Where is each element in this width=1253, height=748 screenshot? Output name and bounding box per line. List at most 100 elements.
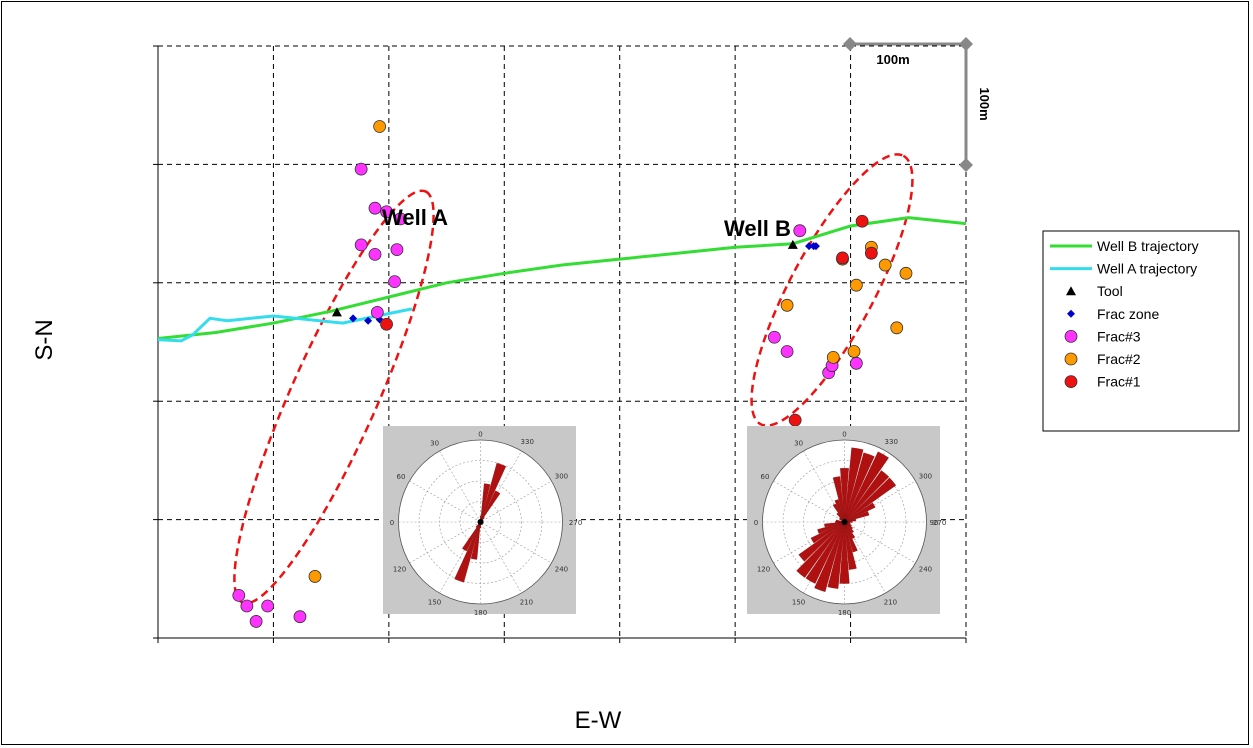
rose-petal: [835, 521, 845, 523]
legend-label: Tool: [1097, 283, 1123, 299]
rose-petal: [824, 521, 845, 528]
rose-angle-label: 270: [569, 519, 582, 527]
rose-angle-label: 60: [761, 473, 770, 481]
frac-1-point: [855, 214, 869, 228]
tool-marker: [331, 307, 342, 317]
rose-diagram-1: 0 30 330 60 300 0 270 120 240 150 180 210: [383, 426, 582, 617]
legend: Well B trajectory Well A trajectory Tool Fr…: [1042, 230, 1240, 432]
rose-ring: [459, 501, 502, 543]
rose-petal: [480, 483, 491, 523]
frac-3-point: [380, 205, 393, 219]
legend-swatch: [1064, 329, 1078, 343]
rose-petal: [844, 521, 858, 553]
rose-petal: [832, 503, 845, 523]
rose-petal: [470, 521, 481, 560]
rose-angle-label: 210: [520, 599, 533, 607]
frac-zone-marker: [805, 242, 814, 251]
rose-petal: [844, 447, 864, 523]
rose-angle-label: 300: [555, 472, 568, 480]
legend-label: Frac#2: [1097, 351, 1141, 367]
rose-center: [841, 519, 848, 525]
rose-petal: [834, 499, 845, 523]
legend-item-frac-2: Frac#2: [1064, 351, 1141, 367]
frac-1-point: [788, 413, 802, 427]
rose-petal: [840, 468, 849, 523]
legend-label: Well A trajectory: [1097, 261, 1197, 277]
frac-3-point: [249, 615, 263, 628]
frac-3-point: [354, 238, 368, 252]
rose-angle-label: 60: [397, 473, 406, 481]
rose-petal: [844, 521, 857, 570]
rose-angle-label: 0: [754, 519, 758, 527]
frac-2-point: [849, 278, 863, 292]
legend-swatch: [1064, 352, 1078, 366]
rose-petal: [805, 521, 845, 584]
legend-item-well-b-trajectory: Well B trajectory: [1050, 238, 1199, 254]
rose-angle-label: 150: [792, 599, 805, 607]
rose-petal: [844, 470, 890, 523]
frac-zone-marker: [349, 314, 358, 323]
rose-petal: [814, 521, 845, 592]
rose-diagram-2: 0 30 330 60 300 0 270 120 240 150 180 210 90: [747, 426, 946, 617]
frac-2-point: [308, 570, 322, 583]
frac-3-point: [368, 201, 382, 215]
rose-petal: [810, 521, 845, 544]
rose-angle-label: 300: [919, 472, 932, 480]
rose-petal: [817, 521, 845, 534]
frac-3-point: [780, 345, 794, 358]
rose-petal: [827, 521, 845, 589]
well-b-trajectory-line: [157, 216, 967, 340]
rose-angle-label: 0: [842, 430, 846, 438]
frac-1-point: [836, 251, 849, 265]
rose-angle-label: 180: [474, 609, 487, 617]
rose-angle-label: 30: [430, 439, 439, 447]
well-a-trajectory-line: [157, 307, 413, 343]
rose-angle-label: 120: [393, 566, 406, 574]
rose-angle-label: 0: [390, 519, 394, 527]
frac-2-point: [826, 350, 840, 364]
markers: [232, 120, 913, 628]
rose-petal: [462, 521, 481, 552]
rose-diagrams: 0 30 330 60 300 0 270 120 240 150 180 210 0 30 330 60 30…: [383, 426, 946, 617]
rose-petal: [844, 502, 876, 523]
rose-center: [477, 519, 484, 525]
legend-label: Frac#1: [1097, 374, 1141, 390]
frac-3-point: [793, 224, 807, 238]
rose-petal: [796, 521, 845, 578]
legend-label: Frac#3: [1097, 328, 1141, 344]
legend-item-frac-3: Frac#3: [1064, 328, 1141, 344]
scale-bar-node: [959, 37, 973, 51]
rose-petal: [839, 521, 850, 584]
frac-2-point: [847, 345, 861, 358]
well-b-label: Well B: [724, 216, 791, 241]
rose-angle-label: 330: [885, 438, 898, 446]
rose-petal: [844, 511, 870, 523]
frac-3-point: [240, 599, 254, 613]
rose-angle-label: 180: [838, 609, 851, 617]
frac-zone-marker: [811, 242, 820, 251]
scale-bar-node: [959, 158, 973, 172]
scale-label-horizontal: 100m: [876, 52, 909, 67]
rose-petal: [798, 521, 845, 562]
frac-3-point: [370, 305, 384, 319]
frac-3-point: [390, 243, 404, 257]
rose-angle-label: 210: [884, 599, 897, 607]
rose-petal: [844, 452, 875, 523]
y-axis-title: S-N: [31, 319, 58, 360]
tool-marker: [787, 239, 798, 249]
frac-3-point: [354, 162, 368, 176]
frac-zone-marker: [364, 316, 373, 325]
x-axis-title: E-W: [575, 707, 622, 734]
legend-box: [1042, 230, 1240, 432]
rose-petal: [832, 476, 845, 523]
scale-label-vertical: 100m: [977, 87, 992, 120]
rose-angle-label: 150: [428, 599, 441, 607]
trajectory-lines: [157, 216, 967, 343]
frac-2-point: [878, 258, 892, 272]
plot-area: [153, 45, 967, 643]
rose-angle-label: 240: [919, 566, 932, 574]
legend-swatch: [1067, 309, 1075, 318]
scale-bar-node: [843, 37, 857, 51]
